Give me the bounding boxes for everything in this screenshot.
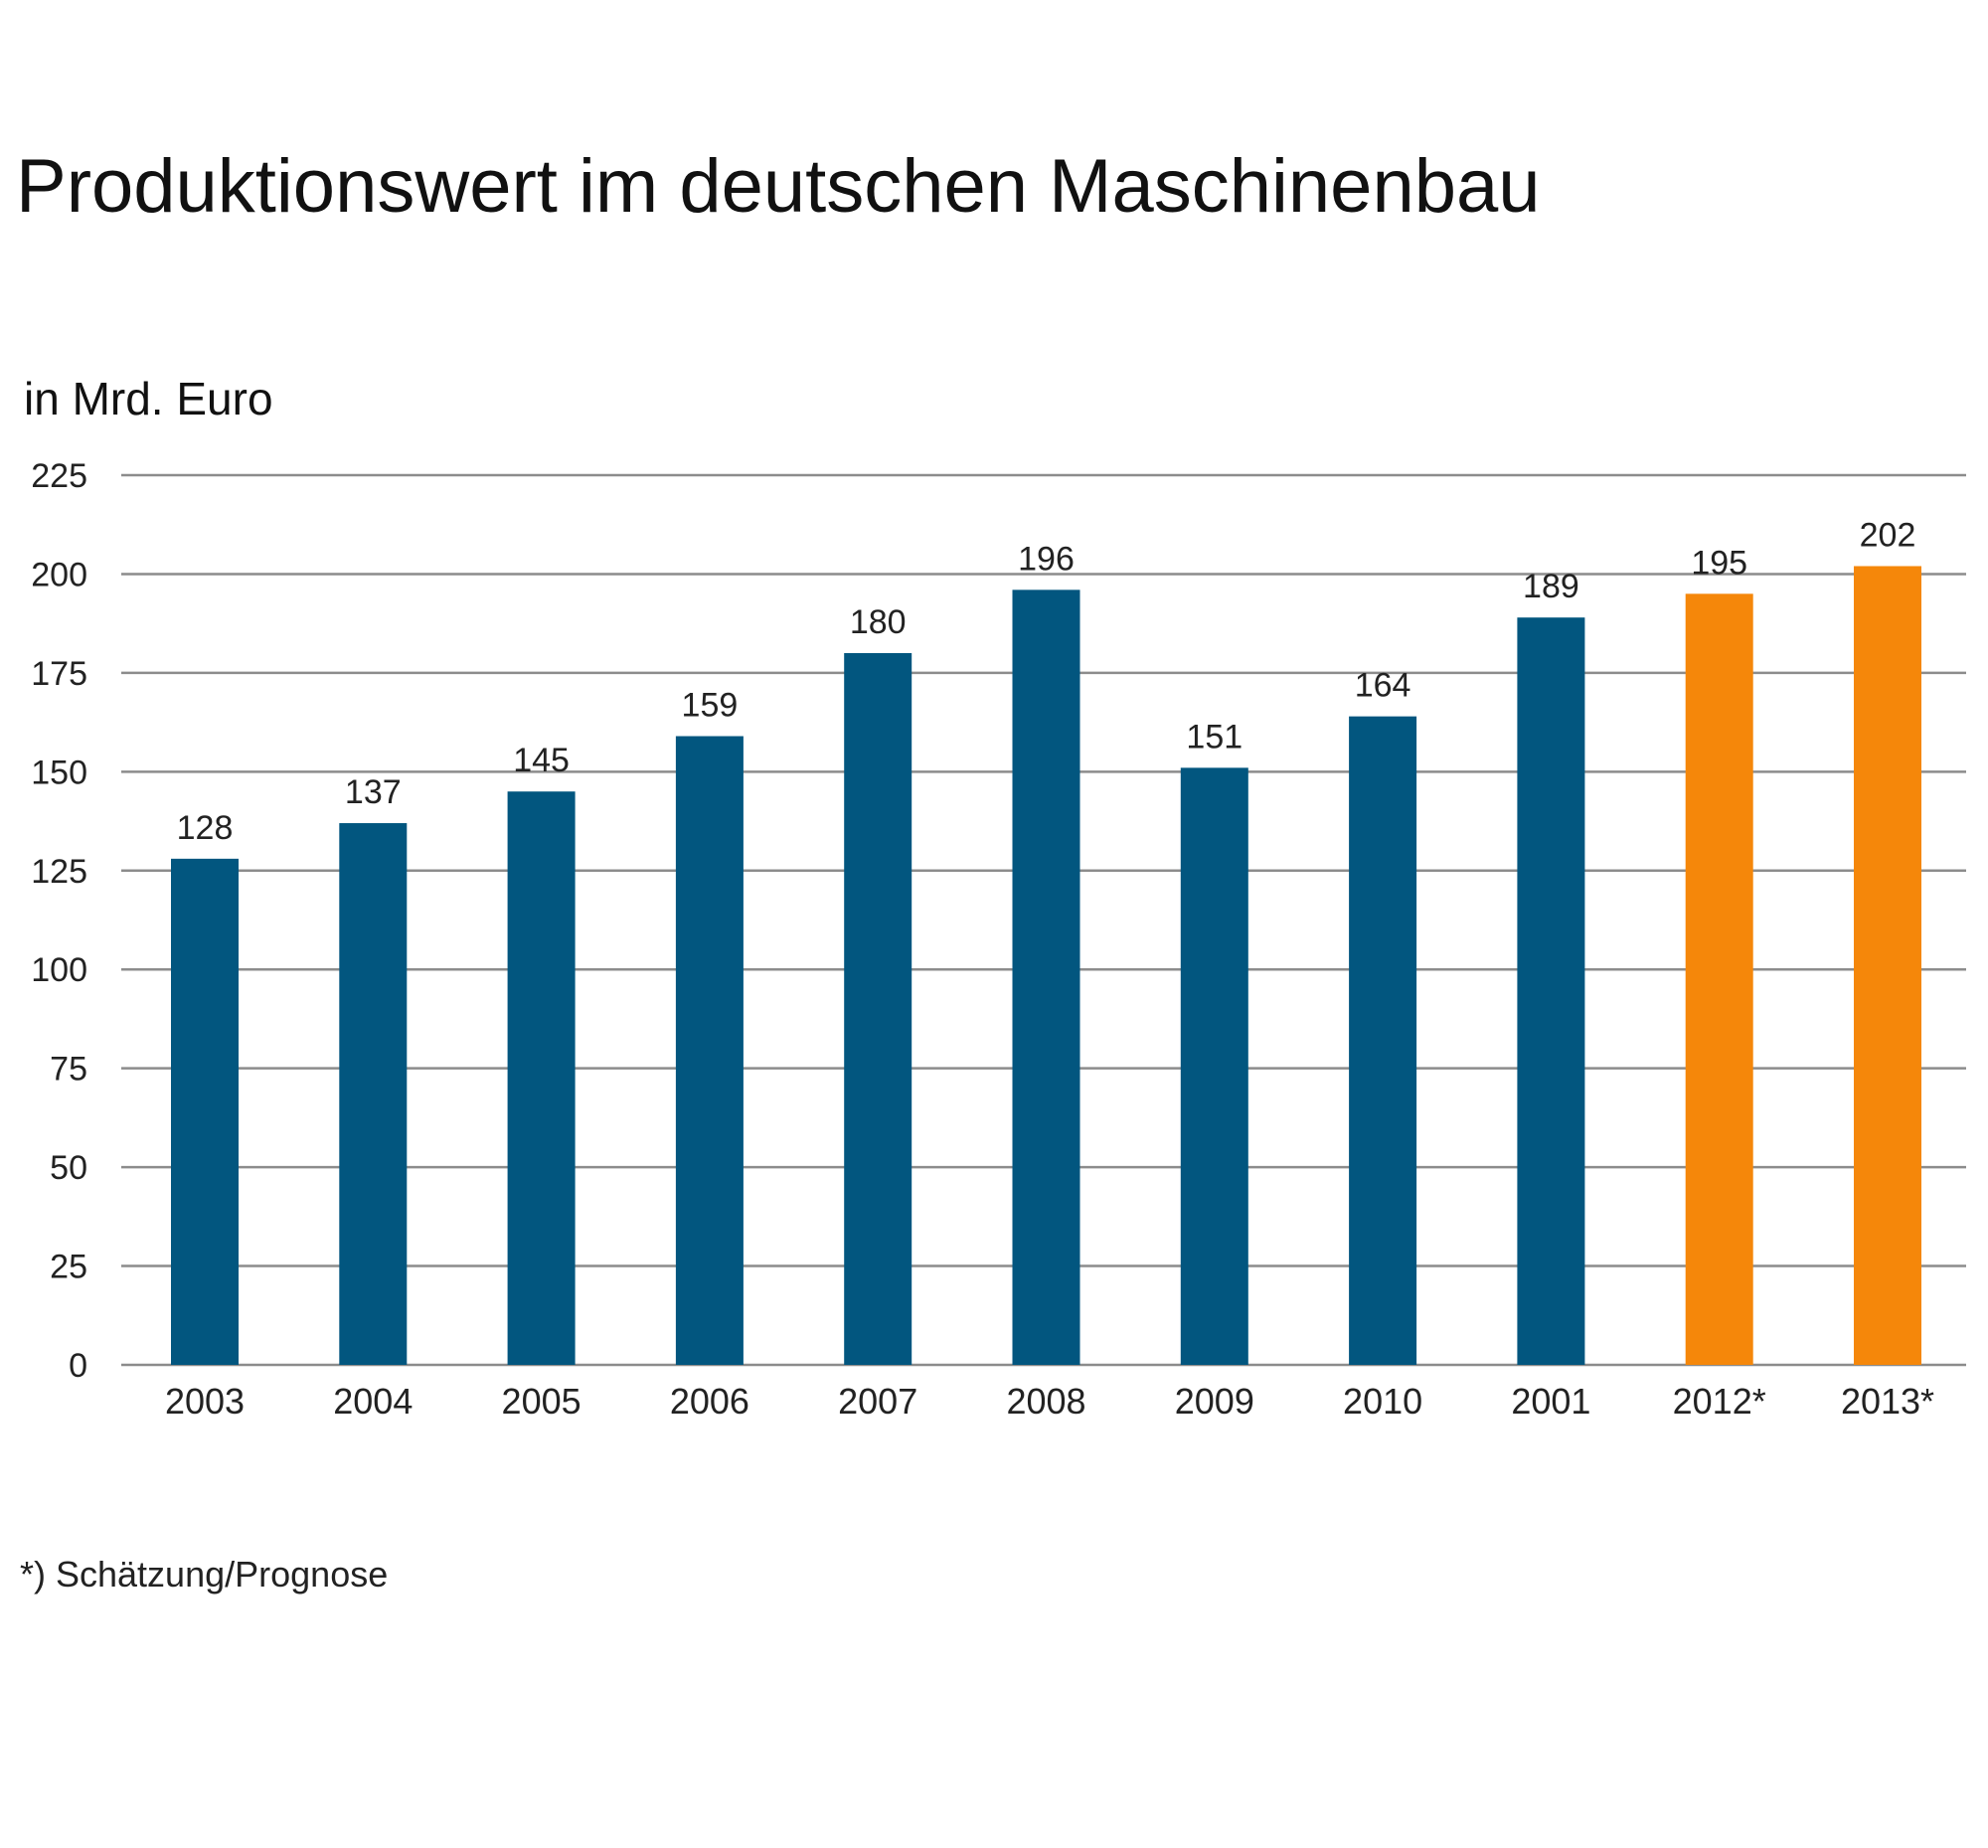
value-label: 137: [345, 773, 402, 811]
y-axis-label: in Mrd. Euro: [24, 373, 273, 424]
value-label: 196: [1018, 540, 1075, 578]
bar: [1685, 593, 1753, 1365]
y-tick-label: 150: [31, 754, 87, 791]
chart-title: Produktionswert im deutschen Maschinenba…: [16, 144, 1541, 229]
value-label: 151: [1186, 718, 1242, 756]
y-tick-label: 25: [50, 1249, 87, 1286]
bars: [171, 566, 1921, 1365]
category-label: 2010: [1343, 1381, 1422, 1422]
y-tick-label: 125: [31, 853, 87, 891]
category-label: 2003: [165, 1381, 245, 1422]
y-tick-label: 100: [31, 951, 87, 989]
category-labels: 2003 2004 2005 2006 2007 2008 2009 2010 2001 2012…: [165, 1381, 1934, 1422]
bar: [1854, 566, 1921, 1365]
value-label: 180: [850, 603, 907, 641]
bar: [675, 736, 744, 1365]
value-label: 202: [1860, 516, 1916, 554]
bar: [844, 653, 912, 1365]
y-tick-label: 75: [50, 1051, 87, 1089]
bar: [1349, 716, 1417, 1365]
bar: [171, 858, 239, 1365]
y-tick-label: 0: [69, 1347, 87, 1385]
value-label: 189: [1523, 568, 1579, 605]
y-tick-label: 225: [31, 457, 87, 495]
category-label: 2012*: [1673, 1381, 1766, 1422]
category-label: 2001: [1511, 1381, 1590, 1422]
bar: [1517, 617, 1585, 1365]
category-label: 2009: [1175, 1381, 1254, 1422]
footnote: *) Schätzung/Prognose: [20, 1554, 389, 1595]
y-axis-ticks: 0 25 50 75 100 125 150 175 200 225: [31, 457, 87, 1385]
value-label: 164: [1355, 667, 1411, 705]
bar: [339, 823, 408, 1365]
value-label: 195: [1691, 544, 1747, 582]
value-label: 128: [177, 809, 234, 847]
value-labels: 128 137 145 159 180 196 151 164 189 195 202: [177, 516, 1916, 846]
category-label: 2007: [838, 1381, 917, 1422]
bar: [507, 791, 576, 1365]
bar: [1180, 767, 1248, 1365]
y-tick-label: 50: [50, 1149, 87, 1187]
category-label: 2004: [333, 1381, 413, 1422]
y-tick-label: 175: [31, 655, 87, 693]
y-tick-label: 200: [31, 556, 87, 593]
value-label: 145: [513, 742, 570, 779]
category-label: 2005: [502, 1381, 581, 1422]
category-label: 2008: [1006, 1381, 1085, 1422]
category-label: 2013*: [1841, 1381, 1934, 1422]
bar: [1012, 589, 1080, 1365]
value-label: 159: [682, 687, 739, 725]
category-label: 2006: [670, 1381, 749, 1422]
